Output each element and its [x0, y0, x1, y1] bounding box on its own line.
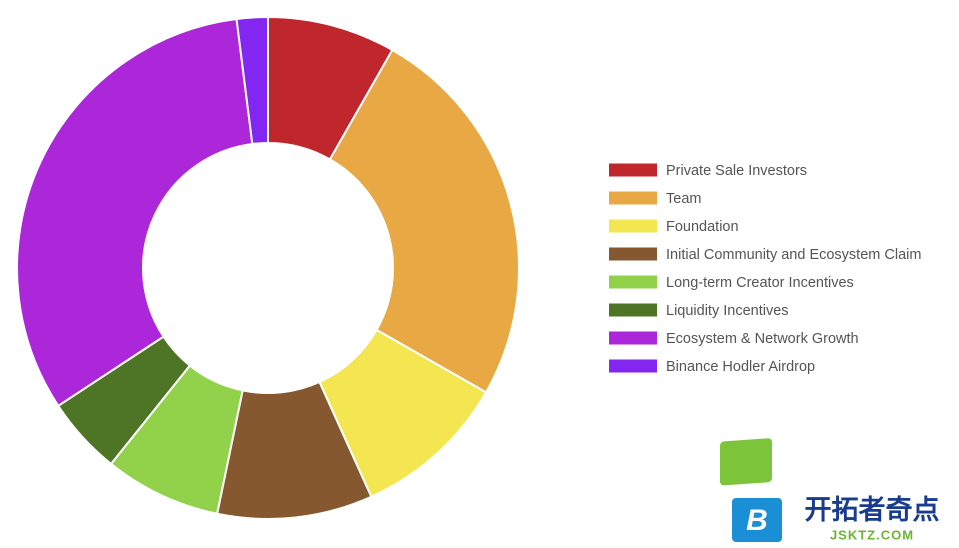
legend-swatch: [609, 191, 657, 205]
legend: Private Sale Investors Team Foundation Init…: [609, 163, 921, 375]
slice: [16, 17, 254, 408]
legend-swatch: [609, 163, 657, 177]
legend-swatch: [609, 275, 657, 289]
legend-label: Long-term Creator Incentives: [666, 275, 854, 291]
legend-swatch: [609, 219, 657, 233]
legend-swatch: [609, 331, 657, 345]
legend-label: Team: [666, 191, 701, 207]
legend-swatch: [609, 247, 657, 261]
legend-label: Binance Hodler Airdrop: [666, 359, 815, 375]
donut: [16, 15, 520, 520]
watermark-url: JSKTZ.COM: [830, 527, 914, 542]
logo-front: [732, 498, 782, 542]
slice: [235, 15, 269, 146]
legend-swatch: [609, 303, 657, 317]
watermark: B 开拓者奇点 JSKTZ.COM: [720, 438, 940, 542]
legend-label: Private Sale Investors: [666, 163, 807, 179]
logo-letter: B: [746, 504, 768, 537]
legend-label: Initial Community and Ecosystem Claim: [666, 247, 921, 263]
logo-back: [720, 438, 772, 486]
watermark-text: 开拓者奇点: [805, 495, 940, 525]
legend-label: Foundation: [666, 219, 739, 235]
slice: [328, 48, 520, 394]
legend-swatch: [609, 359, 657, 373]
legend-label: Ecosystem & Network Growth: [666, 331, 859, 347]
legend-label: Liquidity Incentives: [666, 303, 789, 319]
